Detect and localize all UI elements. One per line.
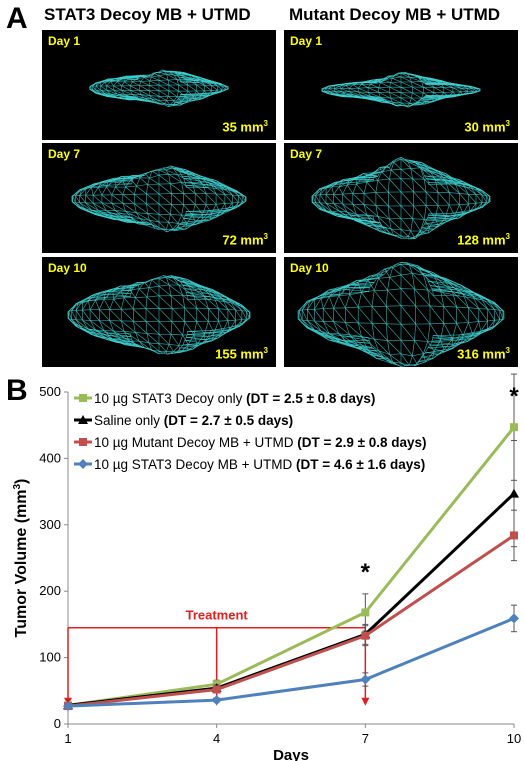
series-line <box>67 492 516 707</box>
tumor-wireframe-mesh <box>311 157 491 240</box>
volume-label: 128 mm3 <box>457 231 510 247</box>
y-tick-label: 200 <box>39 583 61 598</box>
column-title-stat3: STAT3 Decoy MB + UTMD <box>44 5 251 24</box>
day-label: Day 7 <box>290 147 323 161</box>
tumor-render-tile: Day 7 72 mm3 <box>42 143 276 253</box>
y-tick-label: 400 <box>39 450 61 465</box>
legend-entry: 10 µg STAT3 Decoy MB + UTMD (DT = 4.6 ± … <box>94 457 425 472</box>
tumor-render-tile: Day 10 155 mm3 <box>42 257 276 367</box>
data-point <box>509 488 519 498</box>
y-tick-label: 300 <box>39 517 61 532</box>
day-label: Day 1 <box>290 34 323 48</box>
data-point <box>63 701 73 712</box>
x-tick-label: 10 <box>507 731 521 746</box>
data-point <box>212 685 221 694</box>
tumor-render-tile: Day 10 316 mm3 <box>284 257 518 367</box>
day-label: Day 1 <box>48 34 81 48</box>
legend-marker <box>79 394 87 402</box>
legend-entry: Saline only (DT = 2.7 ± 0.5 days) <box>94 413 293 428</box>
x-axis-title: Days <box>273 747 309 761</box>
day-label: Day 7 <box>48 147 81 161</box>
volume-label: 30 mm3 <box>464 118 510 134</box>
significance-star: * <box>361 559 371 586</box>
tumor-render-tile: Day 1 30 mm3 <box>284 30 518 140</box>
treatment-label: Treatment <box>186 608 249 623</box>
column-title-mutant: Mutant Decoy MB + UTMD <box>289 5 501 24</box>
data-point <box>510 423 518 432</box>
x-tick-label: 1 <box>64 731 71 746</box>
tumor-wireframe-mesh <box>71 165 247 233</box>
tumor-render-tile: Day 1 35 mm3 <box>42 30 276 140</box>
series-line <box>67 617 515 708</box>
series-line <box>67 534 515 708</box>
panel-b-letter: B <box>6 374 28 407</box>
day-label: Day 10 <box>48 261 87 275</box>
data-point <box>211 695 222 706</box>
data-point <box>361 608 370 617</box>
tumor-wireframe-mesh <box>321 72 481 108</box>
volume-label: 72 mm3 <box>222 231 268 247</box>
data-point <box>509 613 519 624</box>
tumor-wireframe-mesh <box>67 275 251 355</box>
series-line <box>67 426 516 707</box>
tumor-render-tile: Day 7 128 mm3 <box>284 143 518 253</box>
legend-marker <box>78 415 88 424</box>
data-point <box>360 674 371 685</box>
volume-label: 155 mm3 <box>215 345 268 361</box>
treatment-arrow-head <box>361 697 370 706</box>
y-axis-title: Tumor Volume (mm3) <box>12 479 30 638</box>
panel-a-letter: A <box>6 2 28 35</box>
y-tick-label: 100 <box>39 650 61 665</box>
y-tick-label: 500 <box>39 384 61 399</box>
y-tick-label: 0 <box>54 716 61 731</box>
legend-entry: 10 µg STAT3 Decoy only (DT = 2.5 ± 0.8 d… <box>94 391 375 406</box>
x-tick-label: 4 <box>213 731 220 746</box>
volume-label: 35 mm3 <box>222 118 268 134</box>
legend-entry: 10 µg Mutant Decoy MB + UTMD (DT = 2.9 ±… <box>94 435 427 450</box>
legend-marker <box>79 438 87 446</box>
volume-label: 316 mm3 <box>457 345 510 361</box>
x-tick-label: 7 <box>362 731 369 746</box>
data-point <box>361 631 370 640</box>
tumor-wireframe-mesh <box>297 261 505 367</box>
tumor-wireframe-mesh <box>89 69 229 107</box>
tumor-volume-chart: B 0 100 200 300 400 500 1 4 7 10 Days Tumor Volume (… <box>6 373 521 761</box>
significance-star: * <box>509 383 519 410</box>
day-label: Day 10 <box>290 261 329 275</box>
data-point <box>510 531 518 540</box>
legend-marker <box>78 459 88 469</box>
